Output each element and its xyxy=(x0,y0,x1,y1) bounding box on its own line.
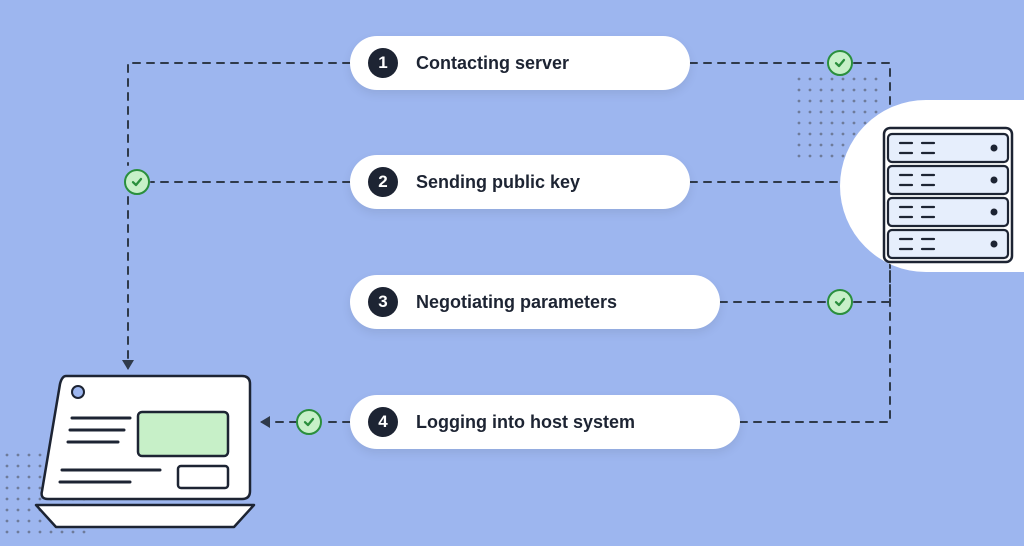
step-label: Negotiating parameters xyxy=(416,292,617,313)
step-number-badge: 2 xyxy=(368,167,398,197)
step-3: 3 Negotiating parameters xyxy=(350,275,720,329)
laptop-icon xyxy=(30,370,260,540)
step-label: Contacting server xyxy=(416,53,569,74)
step-number-badge: 1 xyxy=(368,48,398,78)
step-2: 2 Sending public key xyxy=(350,155,690,209)
step-4: 4 Logging into host system xyxy=(350,395,740,449)
check-step4 xyxy=(296,409,322,435)
step-number-badge: 3 xyxy=(368,287,398,317)
step-1: 1 Contacting server xyxy=(350,36,690,90)
step-label: Sending public key xyxy=(416,172,580,193)
server-icon xyxy=(830,96,1024,281)
check-step1 xyxy=(827,50,853,76)
diagram-canvas: 1 Contacting server 2 Sending public key 3 Ne… xyxy=(0,0,1024,546)
check-step3 xyxy=(827,289,853,315)
check-step2 xyxy=(124,169,150,195)
step-label: Logging into host system xyxy=(416,412,635,433)
step-number-badge: 4 xyxy=(368,407,398,437)
